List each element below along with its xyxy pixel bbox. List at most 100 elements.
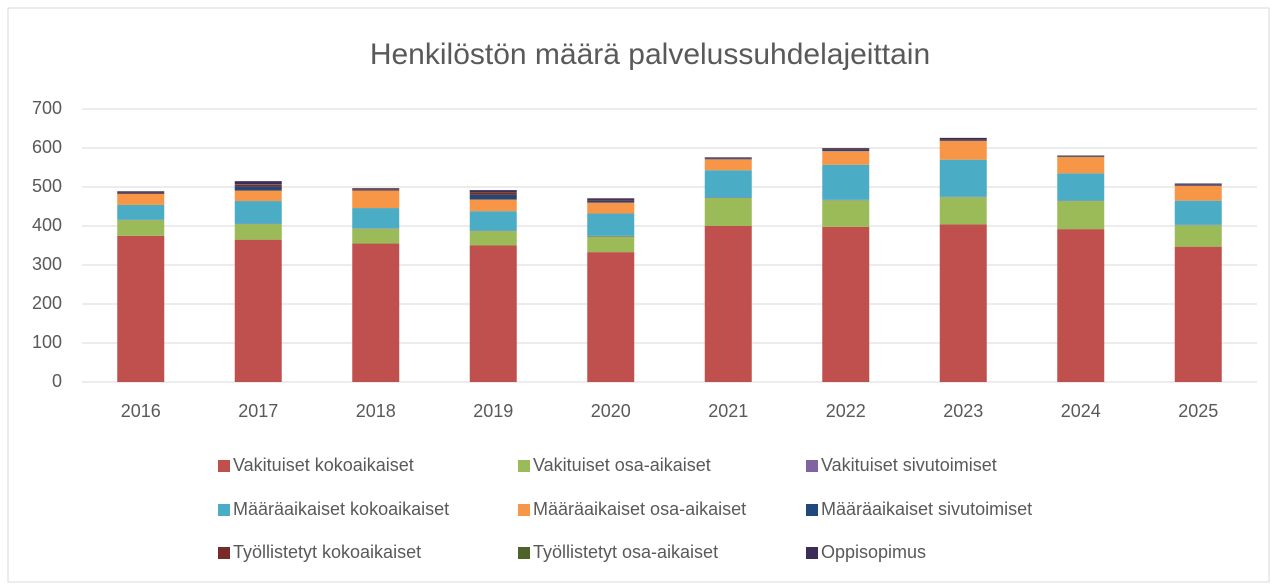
legend-swatch — [518, 504, 530, 516]
bar-segment — [587, 198, 634, 199]
y-tick-label: 0 — [52, 371, 62, 391]
bar-segment — [1175, 183, 1222, 184]
legend-label: Vakituiset sivutoimiset — [821, 455, 997, 475]
bar-segment — [1175, 225, 1222, 246]
bar-segment — [352, 208, 399, 228]
bar-segment — [705, 226, 752, 382]
legend-swatch — [218, 547, 230, 559]
bar-segment — [940, 224, 987, 382]
bar-segment — [705, 157, 752, 158]
bar-segment — [117, 191, 164, 192]
bar-segment — [117, 236, 164, 382]
legend-label: Vakituiset kokoaikaiset — [233, 455, 414, 475]
y-tick-label: 200 — [32, 293, 62, 313]
legend-label: Oppisopimus — [821, 542, 926, 562]
bar-segment — [470, 192, 517, 194]
y-tick-label: 700 — [32, 98, 62, 118]
bar-segment — [352, 229, 399, 244]
bar-segment — [822, 149, 869, 150]
bar-segment — [470, 190, 517, 192]
bar-segment — [587, 203, 634, 214]
bar-segment — [705, 159, 752, 170]
bar-segment — [587, 236, 634, 237]
x-tick-label: 2017 — [238, 401, 278, 421]
bar-segment — [470, 246, 517, 383]
bar-segment — [1057, 201, 1104, 229]
x-tick-label: 2019 — [473, 401, 513, 421]
bar-segment — [822, 148, 869, 149]
x-tick-label: 2023 — [943, 401, 983, 421]
legend-swatch — [518, 460, 530, 472]
bar-segment — [117, 205, 164, 220]
x-tick-label: 2018 — [356, 401, 396, 421]
x-tick-label: 2025 — [1178, 401, 1218, 421]
x-tick-label: 2016 — [121, 401, 161, 421]
bar-segment — [1057, 157, 1104, 173]
bar-segment — [1175, 201, 1222, 225]
bar-segment — [1057, 156, 1104, 157]
bar-segment — [822, 165, 869, 200]
bar-segment — [235, 201, 282, 224]
bar-segment — [822, 227, 869, 382]
bar-segment — [117, 192, 164, 193]
bar-segment — [235, 224, 282, 240]
y-tick-label: 300 — [32, 254, 62, 274]
bar-segment — [587, 199, 634, 200]
bar-segment — [587, 237, 634, 253]
legend-swatch — [518, 547, 530, 559]
bar-segment — [1057, 229, 1104, 382]
bar-segment — [352, 190, 399, 191]
bar-segment — [117, 193, 164, 194]
bar-segment — [235, 191, 282, 202]
chart-title: Henkilöstön määrä palvelussuhdelajeittai… — [370, 38, 930, 71]
bar-segment — [352, 188, 399, 189]
bar-segment — [235, 181, 282, 184]
x-tick-label: 2022 — [826, 401, 866, 421]
y-tick-label: 600 — [32, 137, 62, 157]
bar-segment — [470, 231, 517, 245]
legend-swatch — [806, 547, 818, 559]
bar-segment — [940, 160, 987, 197]
legend-label: Työllistetyt kokoaikaiset — [233, 542, 421, 562]
x-tick-label: 2021 — [708, 401, 748, 421]
bar-segment — [352, 189, 399, 190]
bar-segment — [587, 252, 634, 382]
legend-label: Määräaikaiset sivutoimiset — [821, 499, 1032, 519]
bar-segment — [822, 151, 869, 165]
legend-swatch — [218, 460, 230, 472]
bar-segment — [587, 201, 634, 203]
legend-swatch — [806, 460, 818, 472]
bar-segment — [940, 197, 987, 224]
bar-segment — [1175, 184, 1222, 185]
bar-segment — [587, 214, 634, 236]
bar-segment — [235, 240, 282, 382]
legend-swatch — [806, 504, 818, 516]
bar-segment — [117, 220, 164, 236]
bar-segment — [940, 139, 987, 140]
bar-segment — [822, 150, 869, 152]
bar-segment — [352, 244, 399, 382]
bar-segment — [235, 187, 282, 191]
bar-segment — [235, 185, 282, 187]
x-tick-label: 2024 — [1061, 401, 1101, 421]
bar-segment — [940, 141, 987, 160]
bar-segment — [117, 194, 164, 205]
bar-segment — [1175, 185, 1222, 186]
y-tick-label: 500 — [32, 176, 62, 196]
x-tick-label: 2020 — [591, 401, 631, 421]
y-tick-label: 100 — [32, 332, 62, 352]
bar-segment — [822, 200, 869, 227]
bar-segment — [705, 170, 752, 197]
legend-label: Määräaikaiset osa-aikaiset — [533, 499, 746, 519]
bar-segment — [940, 138, 987, 140]
bar-segment — [705, 198, 752, 226]
bar-segment — [940, 140, 987, 141]
legend-label: Vakituiset osa-aikaiset — [533, 455, 711, 475]
legend-label: Työllistetyt osa-aikaiset — [533, 542, 718, 562]
bar-segment — [470, 211, 517, 231]
legend-label: Määräaikaiset kokoaikaiset — [233, 499, 449, 519]
bar-segment — [705, 159, 752, 160]
legend-swatch — [218, 504, 230, 516]
bar-segment — [470, 195, 517, 200]
